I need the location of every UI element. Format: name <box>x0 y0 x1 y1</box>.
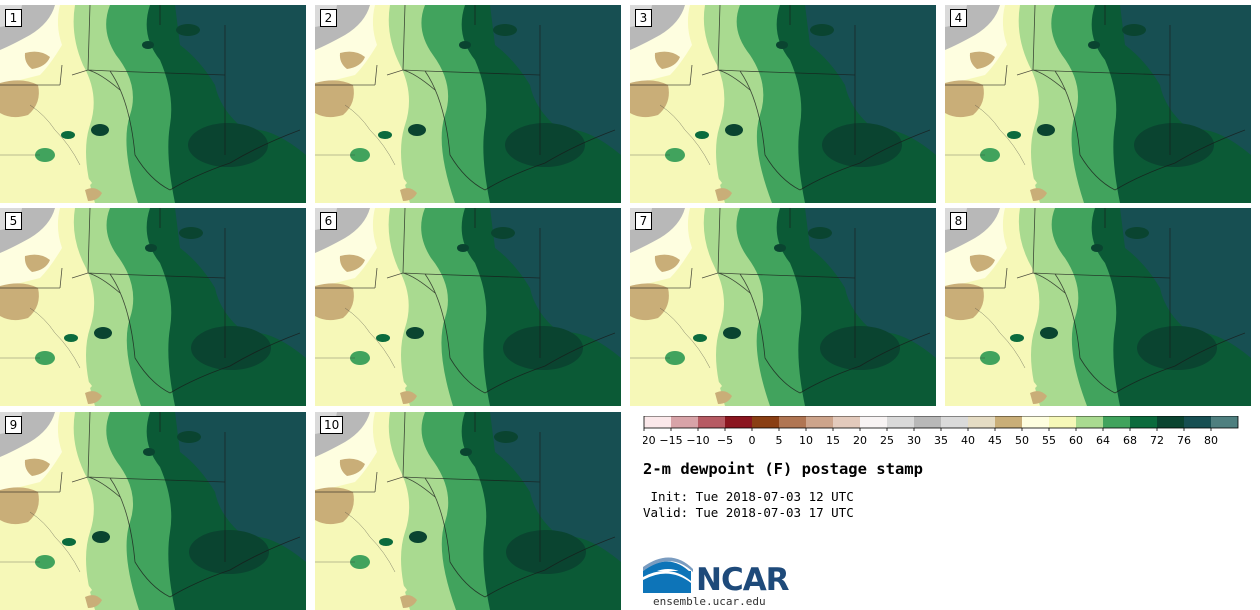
member-panel: 7 <box>630 208 936 406</box>
chart-title: 2-m dewpoint (F) postage stamp <box>643 460 923 478</box>
member-panel: 8 <box>945 208 1251 406</box>
colorbar-swatch <box>833 416 860 428</box>
colorbar-tick-label: 60 <box>1069 434 1083 447</box>
dewpoint-map <box>315 412 621 610</box>
colorbar-swatch <box>752 416 779 428</box>
colorbar-tick-label: 35 <box>934 434 948 447</box>
panel-number-label: 2 <box>320 9 337 27</box>
ncar-logo-text: NCAR <box>696 562 790 598</box>
valid-time: Valid: Tue 2018-07-03 17 UTC <box>643 505 854 520</box>
colorbar-tick-label: 5 <box>776 434 783 447</box>
panel-number-label: 3 <box>635 9 652 27</box>
colorbar-tick-label: 68 <box>1123 434 1137 447</box>
colorbar-swatch <box>806 416 833 428</box>
colorbar-tick-label: 40 <box>961 434 975 447</box>
colorbar-swatch <box>1076 416 1103 428</box>
colorbar-swatch <box>941 416 968 428</box>
colorbar-tick-label: 50 <box>1015 434 1029 447</box>
panel-number-label: 6 <box>320 212 337 230</box>
colorbar-tick-label: 64 <box>1096 434 1110 447</box>
ncar-logo-icon <box>643 557 693 593</box>
dewpoint-map <box>0 412 306 610</box>
panel-number-label: 1 <box>5 9 22 27</box>
colorbar-tick-label: 25 <box>880 434 894 447</box>
panel-number-label: 10 <box>320 416 344 434</box>
panel-number-label: 8 <box>950 212 967 230</box>
colorbar-swatch <box>671 416 698 428</box>
colorbar-swatch <box>914 416 941 428</box>
colorbar-swatch <box>779 416 806 428</box>
dewpoint-map <box>315 208 621 406</box>
colorbar-tick-label: −20 <box>643 434 656 447</box>
colorbar-tick-label: 15 <box>826 434 840 447</box>
colorbar-tick-label: 45 <box>988 434 1002 447</box>
member-panel: 3 <box>630 5 936 203</box>
source-url: ensemble.ucar.edu <box>653 595 766 608</box>
colorbar-swatch <box>1022 416 1049 428</box>
colorbar-tick-label: 10 <box>799 434 813 447</box>
colorbar-swatch <box>968 416 995 428</box>
panel-number-label: 7 <box>635 212 652 230</box>
member-panel: 9 <box>0 412 306 610</box>
colorbar-tick-label: 30 <box>907 434 921 447</box>
colorbar-swatch <box>860 416 887 428</box>
init-time: Init: Tue 2018-07-03 12 UTC <box>643 489 854 504</box>
dewpoint-map <box>0 208 306 406</box>
member-panel: 6 <box>315 208 621 406</box>
panel-number-label: 5 <box>5 212 22 230</box>
colorbar-tick-label: 76 <box>1177 434 1191 447</box>
dewpoint-map <box>630 5 936 203</box>
colorbar-tick-label: −15 <box>659 434 682 447</box>
colorbar-tick-label: 55 <box>1042 434 1056 447</box>
colorbar-tick-label: 80 <box>1204 434 1218 447</box>
colorbar-swatch <box>995 416 1022 428</box>
colorbar: −20−15 −10 −5 0 5 10 15 20 25 30 35 40 45 50 55 60 64 68 7… <box>643 416 1239 447</box>
member-panel: 5 <box>0 208 306 406</box>
panel-number-label: 4 <box>950 9 967 27</box>
colorbar-tick-label: −5 <box>717 434 733 447</box>
colorbar-swatch <box>1157 416 1184 428</box>
colorbar-swatch <box>698 416 725 428</box>
dewpoint-map <box>315 5 621 203</box>
member-panel: 10 <box>315 412 621 610</box>
colorbar-swatch <box>1211 416 1238 428</box>
colorbar-swatch <box>725 416 752 428</box>
member-panel: 2 <box>315 5 621 203</box>
panel-number-label: 9 <box>5 416 22 434</box>
colorbar-swatch <box>887 416 914 428</box>
colorbar-swatch <box>1049 416 1076 428</box>
dewpoint-map <box>945 5 1251 203</box>
colorbar-tick-label: 20 <box>853 434 867 447</box>
colorbar-tick-label: 72 <box>1150 434 1164 447</box>
dewpoint-map <box>630 208 936 406</box>
colorbar-tick-label: 0 <box>749 434 756 447</box>
colorbar-swatch <box>1184 416 1211 428</box>
colorbar-tick-label: −10 <box>686 434 709 447</box>
colorbar-swatch <box>1130 416 1157 428</box>
member-panel: 4 <box>945 5 1251 203</box>
colorbar-swatch <box>644 416 671 428</box>
colorbar-swatch <box>1103 416 1130 428</box>
dewpoint-map <box>945 208 1251 406</box>
dewpoint-map <box>0 5 306 203</box>
member-panel: 1 <box>0 5 306 203</box>
